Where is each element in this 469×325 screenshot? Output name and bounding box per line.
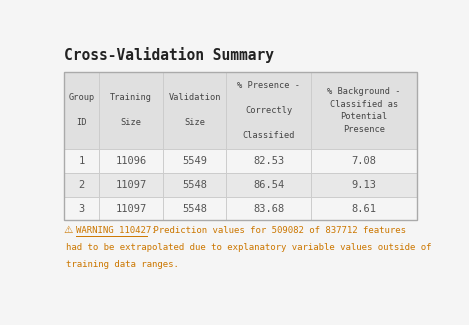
Text: % Presence -

Correctly

Classified: % Presence - Correctly Classified (237, 81, 300, 140)
Text: 5549: 5549 (182, 156, 207, 166)
Text: 5548: 5548 (182, 180, 207, 190)
FancyBboxPatch shape (64, 197, 416, 220)
Text: Group

ID: Group ID (68, 93, 95, 127)
Text: 2: 2 (79, 180, 85, 190)
Text: training data ranges.: training data ranges. (66, 260, 179, 269)
Text: Cross-Validation Summary: Cross-Validation Summary (64, 46, 274, 62)
Text: 5548: 5548 (182, 203, 207, 214)
Text: 1: 1 (79, 156, 85, 166)
Text: Training

Size: Training Size (110, 93, 152, 127)
FancyBboxPatch shape (64, 72, 416, 149)
Text: had to be extrapolated due to explanatory variable values outside of: had to be extrapolated due to explanator… (66, 243, 431, 252)
Text: 82.53: 82.53 (253, 156, 284, 166)
Text: 3: 3 (79, 203, 85, 214)
Text: % Background -
Classified as
Potential
Presence: % Background - Classified as Potential P… (327, 87, 401, 134)
Text: 11096: 11096 (115, 156, 147, 166)
Text: 7.08: 7.08 (351, 156, 376, 166)
Text: Validation

Size: Validation Size (168, 93, 221, 127)
Text: ⚠: ⚠ (64, 226, 73, 235)
Text: 86.54: 86.54 (253, 180, 284, 190)
Text: WARNING 110427:: WARNING 110427: (76, 226, 156, 235)
Text: Prediction values for 509082 of 837712 features: Prediction values for 509082 of 837712 f… (148, 226, 406, 235)
FancyBboxPatch shape (64, 149, 416, 173)
Text: 11097: 11097 (115, 180, 147, 190)
Text: 83.68: 83.68 (253, 203, 284, 214)
Text: 11097: 11097 (115, 203, 147, 214)
Text: 8.61: 8.61 (351, 203, 376, 214)
FancyBboxPatch shape (64, 173, 416, 197)
Text: 9.13: 9.13 (351, 180, 376, 190)
